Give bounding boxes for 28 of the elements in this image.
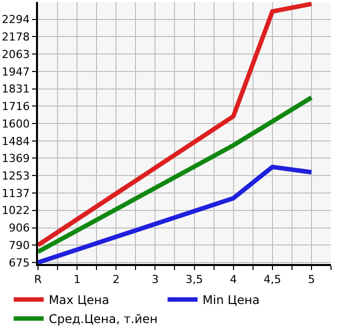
y-tick-label: 2063 (2, 48, 30, 61)
x-tick-label: 5 (308, 273, 315, 286)
x-tick-label: 2 (112, 273, 120, 286)
y-tick-label: 2294 (2, 13, 30, 26)
y-tick-label: 1484 (2, 134, 30, 148)
line-series (38, 164, 314, 264)
y-tick-label: 1831 (2, 82, 30, 96)
y-tick-label: 1253 (2, 170, 30, 183)
y-tick-label: 1600 (2, 117, 30, 130)
y-tick-label: 1947 (2, 65, 30, 78)
y-tick-label: 790 (8, 239, 30, 252)
y-tick-label: 906 (8, 222, 30, 235)
y-tick-label: 1369 (2, 152, 30, 166)
x-tick-label: R (34, 273, 42, 286)
line-series (38, 2, 314, 248)
y-tick-label: 675 (8, 256, 30, 270)
y-tick-label: 1716 (2, 100, 30, 113)
x-tick-label: 4 (230, 273, 237, 286)
x-tick-label: 4,5 (264, 273, 282, 286)
x-tick-label: 3,5 (186, 273, 204, 286)
legend-label: Max Цена (48, 293, 110, 308)
legend-label: Min Цена (202, 293, 260, 308)
y-tick-label: 2178 (2, 30, 30, 44)
x-tick-label: 1 (74, 273, 81, 286)
x-tick-label: 3 (152, 273, 159, 286)
legend-label: Сред.Цена, т.йен (48, 312, 158, 326)
y-tick-label: 1137 (2, 186, 30, 200)
y-tick-label: 1022 (2, 204, 30, 218)
